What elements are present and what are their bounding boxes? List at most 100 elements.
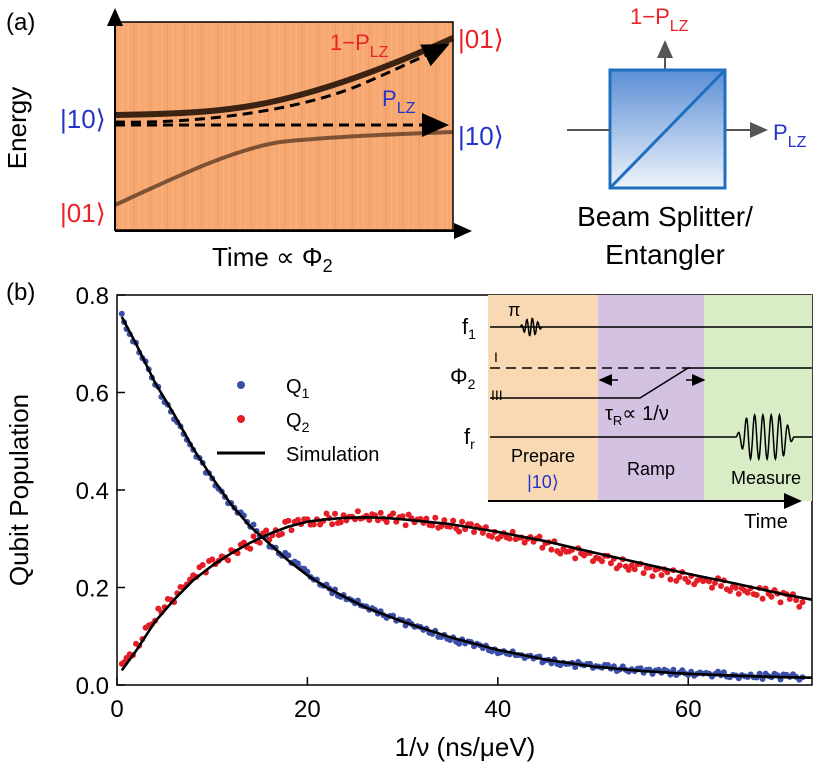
data-point-q2 xyxy=(640,570,647,577)
state-10-right: |10⟩ xyxy=(458,121,504,151)
y-ticks: 0.0 0.2 0.4 0.6 0.8 xyxy=(76,283,125,700)
data-point-q2 xyxy=(279,530,285,537)
y-tick-label: 0.6 xyxy=(76,381,109,408)
beam-splitter-diagram: 1−PLZ PLZ Beam Splitter/ Entangler xyxy=(567,4,807,270)
f1-label: f1 xyxy=(462,314,476,342)
one-minus-plz-label: 1−PLZ xyxy=(330,30,389,61)
data-point-q1 xyxy=(294,560,301,567)
data-point-q2 xyxy=(667,576,674,583)
panel-a-tag: (a) xyxy=(6,9,35,36)
data-point-q2 xyxy=(506,535,513,542)
data-point-q2 xyxy=(744,589,751,596)
data-point-q2 xyxy=(438,523,445,530)
legend-label-sub: 2 xyxy=(302,419,310,435)
data-point-q2 xyxy=(735,590,742,597)
fr-text: f xyxy=(464,424,471,449)
data-point-q2 xyxy=(658,572,665,579)
data-point-q2 xyxy=(332,510,338,517)
state-01-right: |01⟩ xyxy=(458,24,504,54)
fr-sub: r xyxy=(470,436,475,452)
measure-label: Measure xyxy=(731,468,801,488)
legend-marker xyxy=(237,381,245,389)
data-point-q2 xyxy=(377,509,384,516)
data-point-q2 xyxy=(429,522,436,529)
data-point-q2 xyxy=(796,603,803,610)
x-ticks: 0 20 40 60 xyxy=(110,677,702,723)
data-point-q1 xyxy=(572,664,579,671)
data-point-q2 xyxy=(471,529,477,535)
data-point-q2 xyxy=(225,557,232,564)
data-point-q2 xyxy=(709,584,715,591)
data-point-q2 xyxy=(199,562,206,568)
tau-label: τR∝ 1/ν xyxy=(605,403,669,428)
data-point-q2 xyxy=(548,546,555,553)
data-point-q2 xyxy=(329,521,336,528)
pi-pulse xyxy=(519,317,543,337)
data-point-q2 xyxy=(263,527,270,534)
splitter-diagonal xyxy=(608,68,727,190)
pulse-sequence-inset: f1 π Φ2 I III τR∝ 1/ν fr Prepare |10⟩ Ra… xyxy=(450,295,812,533)
state-01-left: |01⟩ xyxy=(60,198,106,228)
data-point-q2 xyxy=(209,556,216,563)
data-point-q2 xyxy=(712,579,718,586)
dashed-arrow-01 xyxy=(114,43,450,124)
data-point-q2 xyxy=(777,599,784,606)
splitter-top-label: 1−PLZ xyxy=(630,4,689,35)
simulation-curve xyxy=(120,316,813,679)
data-point-q2 xyxy=(786,596,793,602)
x-axis-label: 1/ν (ns/μeV) xyxy=(395,732,536,762)
legend-label: Q2 xyxy=(286,410,310,435)
data-point-q2 xyxy=(456,528,463,535)
data-point-q2 xyxy=(572,555,579,562)
f1-sub: 1 xyxy=(468,326,476,342)
legend-label-text: Simulation xyxy=(286,444,379,466)
data-point-q1 xyxy=(670,666,677,673)
splitter-top-text: 1−P xyxy=(630,4,670,29)
data-point-q2 xyxy=(459,518,466,525)
x-tick-label: 40 xyxy=(484,696,511,723)
panel-b-tag: (b) xyxy=(6,279,35,306)
phi2-label: Φ2 xyxy=(450,364,476,392)
data-point-q2 xyxy=(488,533,495,540)
pi-label: π xyxy=(508,300,520,320)
tau-text: τ xyxy=(605,403,613,425)
phi2-sub: 2 xyxy=(468,376,476,392)
data-point-q2 xyxy=(706,578,713,585)
one-minus-p-text: 1−P xyxy=(330,30,370,55)
data-point-q2 xyxy=(685,579,692,585)
time-label-text: Time ∝ Φ xyxy=(212,242,323,272)
y-tick-label: 0.0 xyxy=(76,673,109,700)
data-point-q2 xyxy=(676,574,683,581)
x-tick-label: 20 xyxy=(294,696,321,723)
data-point-q2 xyxy=(539,544,546,551)
x-tick-label: 0 xyxy=(110,696,123,723)
data-layer xyxy=(118,310,813,683)
data-point-q2 xyxy=(247,545,254,552)
f1-text: f xyxy=(462,314,469,339)
population-chart: 0.0 0.2 0.4 0.6 0.8 0 20 40 60 Qubit Population… xyxy=(4,283,813,762)
prepare-label: Prepare xyxy=(511,446,575,466)
data-point-q2 xyxy=(250,533,257,540)
data-point-q1 xyxy=(250,521,257,528)
data-point-q2 xyxy=(323,510,330,517)
x-tick-label: 60 xyxy=(675,696,702,723)
data-point-q2 xyxy=(468,521,474,528)
data-point-q2 xyxy=(285,517,292,524)
data-point-q2 xyxy=(799,599,806,606)
fr-label: fr xyxy=(464,424,475,452)
tau-post: ∝ 1/ν xyxy=(622,403,669,425)
p-sub: LZ xyxy=(397,100,416,117)
splitter-caption-1: Beam Splitter/ xyxy=(577,201,753,232)
level-III-label: III xyxy=(491,387,503,403)
legend-label-text: Q xyxy=(286,410,302,432)
p-text: P xyxy=(382,86,397,111)
data-point-q2 xyxy=(759,595,766,602)
data-point-q2 xyxy=(479,529,486,536)
legend-label-text: Q xyxy=(286,376,302,398)
y-tick-label: 0.4 xyxy=(76,478,109,505)
data-point-q2 xyxy=(390,510,397,517)
data-point-q2 xyxy=(423,515,430,522)
data-point-q2 xyxy=(557,550,564,557)
